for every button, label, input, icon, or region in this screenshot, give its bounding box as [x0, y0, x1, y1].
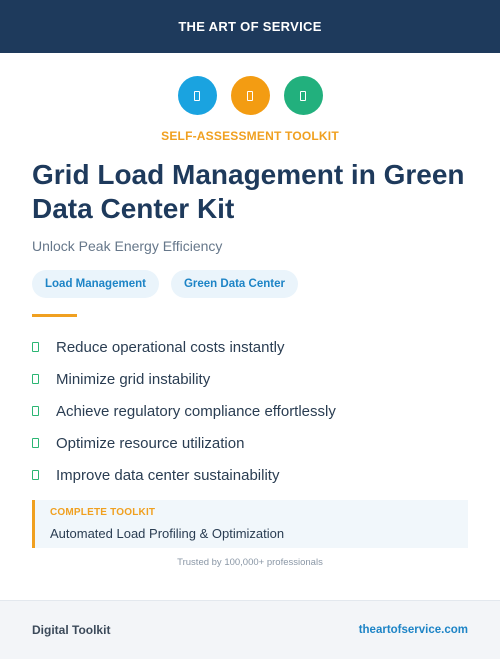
icon-row — [0, 76, 500, 115]
trust-note: Trusted by 100,000+ professionals — [177, 557, 323, 568]
toolkit-callout: COMPLETE TOOLKIT Automated Load Profilin… — [32, 500, 468, 548]
list-item: Reduce operational costs instantly — [32, 331, 336, 363]
check-icon — [32, 470, 39, 480]
benefit-list: Reduce operational costs instantly Minim… — [32, 331, 336, 491]
document-icon — [194, 90, 200, 101]
tag-load-management: Load Management — [32, 270, 159, 298]
top-banner: THE ART OF SERVICE — [0, 0, 500, 53]
tag-green-data-center: Green Data Center — [170, 270, 298, 298]
check-icon — [32, 406, 39, 416]
page-title: Grid Load Management in Green Data Cente… — [32, 159, 465, 224]
list-item-text: Improve data center sustainability — [56, 466, 280, 484]
check-icon — [32, 342, 39, 352]
check-icon — [32, 374, 39, 384]
orange-circle-icon — [230, 76, 270, 115]
kicker-label: SELF-ASSESSMENT TOOLKIT — [161, 129, 339, 143]
list-item: Achieve regulatory compliance effortless… — [32, 395, 336, 427]
footer: Digital Toolkit theartofservice.com — [0, 600, 500, 659]
document-icon — [247, 90, 253, 101]
accent-divider — [32, 314, 77, 317]
tag-list: Load Management Green Data Center — [32, 270, 298, 298]
website-link[interactable]: theartofservice.com — [358, 624, 468, 636]
callout-text: Automated Load Profiling & Optimization — [50, 526, 285, 541]
list-item-text: Achieve regulatory compliance effortless… — [56, 402, 336, 420]
list-item-text: Minimize grid instability — [56, 370, 211, 388]
list-item: Improve data center sustainability — [32, 459, 336, 491]
document-icon — [300, 90, 306, 101]
green-circle-icon — [283, 76, 323, 115]
subtitle: Unlock Peak Energy Efficiency — [32, 238, 223, 254]
list-item: Minimize grid instability — [32, 363, 336, 395]
footer-label: Digital Toolkit — [32, 623, 111, 637]
list-item-text: Optimize resource utilization — [56, 434, 245, 452]
check-icon — [32, 438, 39, 448]
brand-name: THE ART OF SERVICE — [178, 19, 322, 34]
list-item-text: Reduce operational costs instantly — [56, 338, 285, 356]
blue-circle-icon — [177, 76, 217, 115]
callout-label: COMPLETE TOOLKIT — [50, 507, 156, 518]
list-item: Optimize resource utilization — [32, 427, 336, 459]
